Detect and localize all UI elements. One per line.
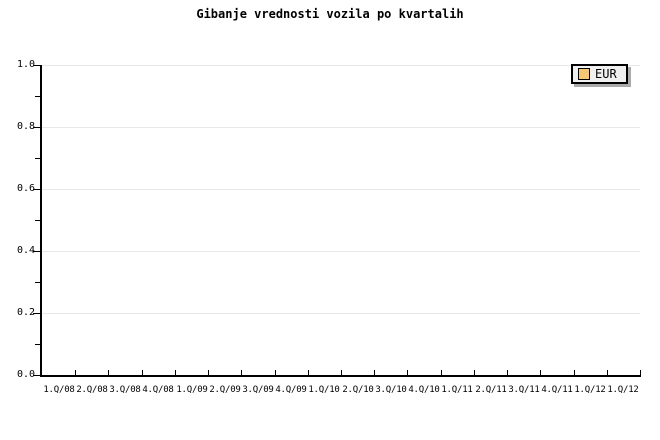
x-axis-tick — [407, 370, 408, 375]
x-axis-tick-label: 4.Q/09 — [275, 385, 307, 395]
y-axis-tick-label: 0.0 — [16, 369, 35, 380]
y-axis-minor-tick — [35, 282, 40, 283]
x-axis-tick — [507, 370, 508, 375]
y-axis-minor-tick — [35, 158, 40, 159]
legend: EUR — [571, 64, 628, 84]
gridline — [42, 251, 640, 252]
chart-title: Gibanje vrednosti vozila po kvartalih — [196, 7, 464, 21]
x-axis-tick-label: 1.Q/12 — [574, 385, 606, 395]
x-axis-tick — [275, 370, 276, 375]
gridline — [42, 65, 640, 66]
y-axis-line — [40, 65, 42, 377]
x-axis-tick-label: 1.Q/08 — [43, 385, 75, 395]
gridline — [42, 127, 640, 128]
y-axis-minor-tick — [35, 220, 40, 221]
y-axis-minor-tick — [35, 96, 40, 97]
x-axis-tick-label: 4.Q/08 — [142, 385, 174, 395]
y-axis-minor-tick — [35, 344, 40, 345]
x-axis-tick-label: 3.Q/09 — [242, 385, 274, 395]
y-axis-major-tick — [33, 251, 40, 252]
y-axis-tick-label: 1.0 — [16, 59, 35, 70]
x-axis-tick — [640, 370, 641, 375]
x-axis-tick-label: 1.Q/10 — [308, 385, 340, 395]
x-axis-tick — [540, 370, 541, 375]
y-axis-tick-label: 0.4 — [16, 245, 35, 256]
x-axis-tick-label: 2.Q/10 — [342, 385, 374, 395]
x-axis-tick-label: 1.Q/11 — [441, 385, 473, 395]
legend-label: EUR — [595, 67, 617, 81]
gridline — [42, 189, 640, 190]
x-axis-tick — [142, 370, 143, 375]
x-axis-tick-label: 1.Q/09 — [176, 385, 208, 395]
x-axis-tick-label: 4.Q/11 — [541, 385, 573, 395]
x-axis-tick — [241, 370, 242, 375]
x-axis-tick-label: 2.Q/08 — [76, 385, 108, 395]
y-axis-major-tick — [33, 189, 40, 190]
x-axis-tick — [607, 370, 608, 375]
x-axis-tick-label: 2.Q/11 — [475, 385, 507, 395]
x-axis-tick-label: 2.Q/09 — [209, 385, 241, 395]
x-axis-tick-label: 1.Q/12 — [607, 385, 639, 395]
x-axis-tick — [441, 370, 442, 375]
y-axis-tick-label: 0.2 — [16, 307, 35, 318]
x-axis-tick — [474, 370, 475, 375]
x-axis-tick — [374, 370, 375, 375]
x-axis-tick — [308, 370, 309, 375]
x-axis-tick — [108, 370, 109, 375]
legend-swatch-eur — [578, 68, 590, 80]
x-axis-tick-label: 3.Q/08 — [109, 385, 141, 395]
x-axis-tick — [75, 370, 76, 375]
x-axis-tick-label: 4.Q/10 — [408, 385, 440, 395]
y-axis-major-tick — [33, 375, 40, 376]
x-axis-tick-label: 3.Q/10 — [375, 385, 407, 395]
x-axis-tick — [574, 370, 575, 375]
x-axis-line — [40, 375, 641, 377]
x-axis-tick — [175, 370, 176, 375]
gridline — [42, 313, 640, 314]
y-axis-tick-label: 0.8 — [16, 121, 35, 132]
x-axis-tick — [341, 370, 342, 375]
x-axis-tick — [208, 370, 209, 375]
y-axis-major-tick — [33, 65, 40, 66]
y-axis-major-tick — [33, 127, 40, 128]
x-axis-tick-label: 3.Q/11 — [508, 385, 540, 395]
y-axis-tick-label: 0.6 — [16, 183, 35, 194]
y-axis-major-tick — [33, 313, 40, 314]
